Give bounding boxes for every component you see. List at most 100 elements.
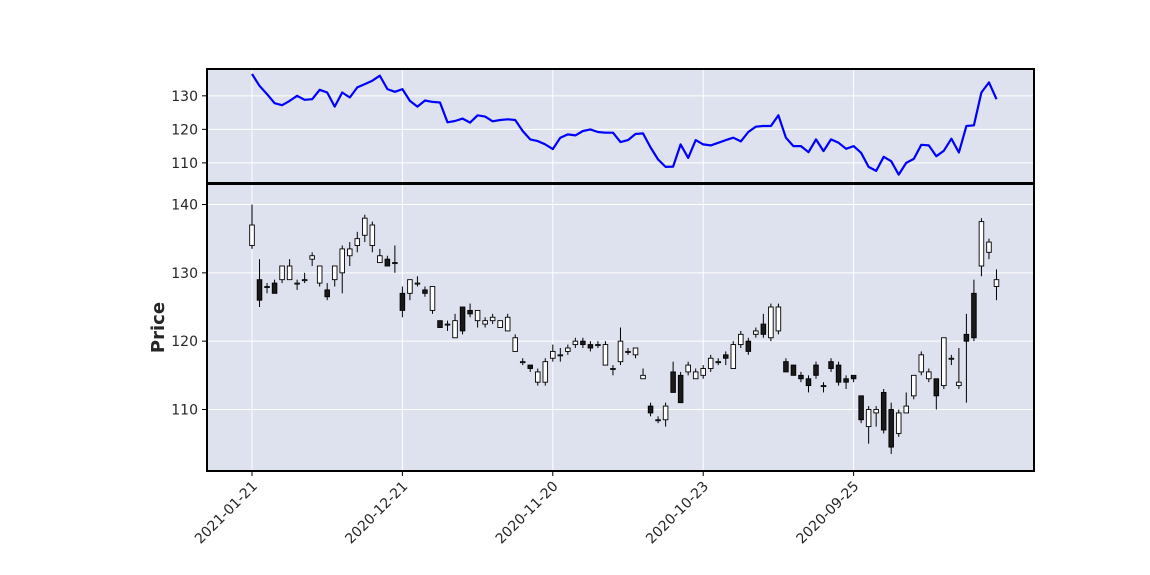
candle	[422, 286, 428, 297]
candle-body	[941, 337, 947, 387]
top-panel-background	[207, 69, 1034, 183]
candle-body	[790, 364, 797, 376]
candle	[565, 344, 571, 355]
candle-body	[798, 374, 804, 380]
candle-body	[324, 289, 330, 298]
candle	[880, 389, 887, 434]
candle-body	[377, 255, 383, 264]
candle-body	[512, 337, 518, 352]
bottom-y-tick-label: 110	[171, 403, 198, 419]
candle-body	[572, 340, 579, 346]
candle-body	[467, 309, 473, 315]
candlestick-panel: 2021-01-21 2020-12-21 2020-11-20 2020-10-23…	[171, 183, 1035, 548]
candle	[888, 402, 894, 454]
top-y-tick-label: 130	[171, 89, 198, 105]
candle	[294, 279, 300, 290]
candle	[655, 416, 661, 424]
candle	[903, 392, 909, 414]
candle	[933, 378, 940, 410]
candle-body	[993, 279, 1000, 287]
top-y-tick-label: 120	[171, 122, 198, 138]
candle	[685, 361, 691, 376]
candle-body	[903, 405, 909, 414]
candle	[610, 365, 616, 376]
candle	[301, 272, 308, 284]
candle-body	[843, 378, 849, 383]
candle-body	[918, 354, 925, 373]
candle-body	[948, 357, 955, 360]
candle-body	[813, 364, 819, 376]
candle	[647, 402, 654, 417]
candle	[602, 341, 609, 366]
price-axis-label: Price	[148, 302, 169, 353]
top-y-tick-label: 110	[171, 156, 198, 172]
candle-body	[422, 289, 428, 294]
candle	[813, 361, 819, 379]
candle	[918, 351, 925, 376]
candle	[527, 364, 533, 372]
candle-body	[715, 361, 721, 364]
candle-body	[414, 282, 421, 285]
candle-body	[459, 306, 466, 332]
candle	[580, 337, 586, 348]
candle-body	[279, 265, 285, 281]
candle	[535, 368, 541, 386]
candle-body	[595, 344, 601, 347]
candle-body	[858, 395, 864, 421]
candle-body	[828, 361, 834, 369]
candle-body	[640, 374, 646, 380]
candle-body	[933, 378, 940, 397]
candle-body	[685, 364, 691, 373]
candle	[452, 313, 458, 339]
candle-body	[978, 221, 985, 267]
candle-body	[895, 412, 902, 434]
candle-body	[399, 292, 406, 311]
candle-body	[271, 282, 278, 294]
candle-body	[911, 374, 917, 397]
candle	[895, 409, 902, 437]
candle	[715, 358, 721, 366]
candle-body	[452, 320, 458, 339]
candle-body	[309, 255, 315, 260]
candle	[632, 347, 639, 359]
candle	[670, 361, 676, 393]
candle	[798, 371, 804, 383]
candle-body	[760, 323, 767, 335]
candle-body	[565, 347, 571, 352]
candle-body	[888, 409, 894, 448]
candle-body	[625, 350, 631, 353]
candle-body	[670, 371, 676, 393]
candle-body	[753, 330, 759, 335]
price-line-series	[251, 73, 998, 176]
candle-body	[362, 217, 368, 236]
candle-body	[437, 320, 443, 328]
candle-body	[692, 371, 699, 380]
candle-body	[617, 340, 624, 363]
candle-body	[331, 265, 338, 281]
candle	[775, 303, 782, 335]
candle	[595, 341, 601, 348]
candle	[617, 327, 624, 366]
candle	[790, 364, 797, 376]
candle	[805, 375, 812, 393]
candle	[865, 406, 872, 444]
candle-body	[557, 354, 564, 357]
candle-body	[542, 361, 549, 383]
candle-body	[429, 286, 436, 311]
candle-body	[745, 340, 752, 352]
candle-body	[610, 368, 616, 370]
candle	[459, 306, 466, 335]
candle-body	[339, 248, 345, 274]
x-tick-label: 2020-12-21	[342, 479, 411, 548]
candle-body	[294, 282, 300, 285]
candle-body	[527, 364, 533, 369]
candle-body	[301, 279, 308, 282]
candle-body	[655, 419, 661, 422]
candle	[369, 221, 376, 253]
candle	[377, 248, 383, 264]
candle-body	[865, 409, 872, 428]
candle-body	[677, 374, 684, 404]
bottom-y-tick-label: 140	[171, 198, 198, 214]
candle	[723, 351, 729, 366]
